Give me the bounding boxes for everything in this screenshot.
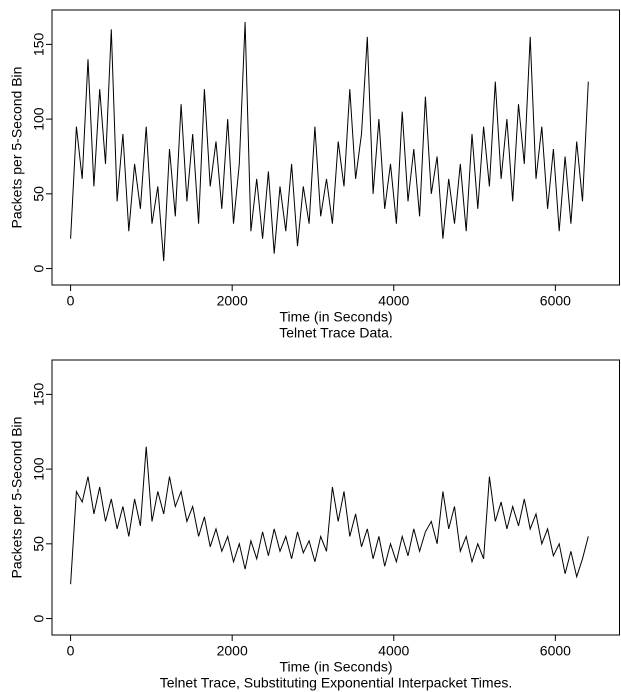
y-tick-label: 50 [31,536,47,552]
y-axis-label: Packets per 5-Second Bin [9,67,25,229]
x-tick-label: 2000 [217,643,248,659]
data-line [70,446,589,585]
x-tick-label: 0 [67,643,75,659]
chart-caption: Telnet Trace, Substituting Exponential I… [160,675,513,691]
plot-frame [51,9,620,286]
x-tick-label: 4000 [378,643,409,659]
y-tick-label: 100 [31,457,47,481]
x-tick-label: 2000 [217,293,248,309]
x-axis-label: Time (in Seconds) [279,309,392,325]
y-tick-label: 100 [31,107,47,131]
y-tick-label: 0 [31,264,47,272]
x-tick-label: 6000 [540,643,571,659]
x-tick-label: 4000 [378,293,409,309]
y-axis-label: Packets per 5-Second Bin [9,417,25,579]
y-tick-label: 150 [31,382,47,406]
y-tick-label: 50 [31,186,47,202]
data-line [70,21,589,262]
y-tick-label: 150 [31,32,47,56]
chart-caption: Telnet Trace Data. [279,325,393,341]
plot-frame [51,359,620,636]
x-axis-label: Time (in Seconds) [279,659,392,675]
y-tick-label: 0 [31,614,47,622]
x-tick-label: 0 [67,293,75,309]
x-tick-label: 6000 [540,293,571,309]
